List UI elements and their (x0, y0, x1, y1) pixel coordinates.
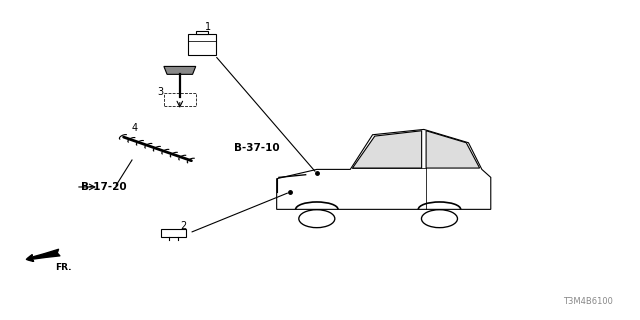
Text: 4: 4 (132, 123, 138, 133)
Text: T3M4B6100: T3M4B6100 (563, 297, 613, 306)
Text: B-17-20: B-17-20 (81, 182, 127, 192)
Text: 3: 3 (157, 86, 164, 97)
Text: 2: 2 (180, 221, 186, 231)
Text: FR.: FR. (56, 263, 72, 272)
Bar (161, 228, 186, 237)
Polygon shape (164, 67, 196, 74)
Text: 1: 1 (205, 21, 211, 32)
Bar (164, 93, 196, 106)
Bar (188, 34, 216, 54)
Polygon shape (276, 129, 491, 209)
Polygon shape (426, 131, 479, 168)
Text: B-37-10: B-37-10 (234, 142, 280, 153)
Polygon shape (353, 131, 422, 168)
Bar (196, 31, 208, 34)
